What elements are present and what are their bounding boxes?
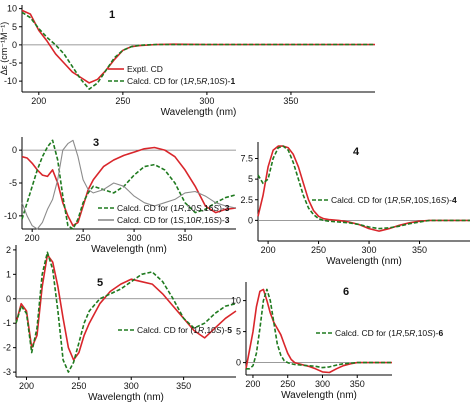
panel-label: 5	[97, 277, 103, 289]
x-tick-label: 250	[71, 381, 86, 391]
y-tick-label: -5	[9, 178, 17, 188]
chart-panel-1: 200 250 300 350 10 5 0 -5 -10 Wavelength (nm) Δε (…	[0, 4, 375, 118]
legend-label: Calcd. CD for (1R,5R,10S,16S)-4	[331, 195, 457, 205]
x-tick-label: 250	[115, 96, 130, 106]
x-tick-label: 350	[283, 96, 298, 106]
legend-label: Calcd. CD for (1R,5R,10S)-1	[127, 76, 236, 86]
x-axis-title: Wavelength (nm)	[281, 390, 357, 401]
y-tick-label: 2.5	[240, 195, 253, 205]
y-tick-label: 5	[12, 22, 17, 32]
x-tick-label: 200	[261, 245, 276, 255]
series-line-2	[257, 145, 470, 230]
series-line-1	[15, 254, 237, 361]
y-tick-label: 0	[248, 215, 253, 225]
panel-label: 1	[109, 9, 115, 21]
x-tick-label: 300	[315, 379, 330, 389]
legend-label: Calcd. CD for (1R,10S,16S)-3	[117, 203, 230, 213]
x-tick-label: 200	[245, 379, 260, 389]
y-tick-label: -3	[3, 367, 11, 377]
x-tick-label: 250	[311, 245, 326, 255]
y-axis-title: Δε (cm⁻¹M⁻¹)	[0, 22, 9, 76]
series-line-2	[15, 251, 237, 373]
legend-label: Calcd. CD for (1R,10S)-5	[137, 325, 232, 335]
legend-label: Calcd. CD for (1R,5R,10S)-6	[335, 328, 444, 338]
series-line-1	[257, 145, 470, 232]
y-tick-label: -2	[3, 343, 11, 353]
y-tick-label: -10	[4, 211, 17, 221]
y-tick-label: 0	[12, 145, 17, 155]
x-tick-label: 300	[199, 96, 214, 106]
x-tick-label: 300	[362, 245, 377, 255]
panel-label: 4	[353, 146, 360, 158]
y-tick-label: 0	[236, 358, 241, 368]
series-line-2	[21, 139, 237, 230]
chart-panel-5: 200 250 300 350 2 1 0 -1 -2 -3 Wavelength (nm) 5 Cal…	[3, 245, 237, 403]
y-tick-label: 10	[231, 296, 241, 306]
x-tick-label: 200	[25, 233, 40, 243]
y-tick-label: 7.5	[240, 154, 253, 164]
x-axis-title: Wavelength (nm)	[91, 244, 167, 255]
legend-label: Calcd. CD for (1S,10R,16S)-3	[117, 215, 230, 225]
y-tick-label: 10	[7, 4, 17, 14]
series-line-1	[21, 146, 237, 227]
y-tick-label: 5	[248, 174, 253, 184]
series-line-2	[246, 288, 392, 370]
series-line-3	[21, 139, 237, 230]
x-tick-label: 200	[19, 381, 34, 391]
panel-label: 6	[343, 286, 349, 298]
y-tick-label: 0	[12, 40, 17, 50]
y-tick-label: -5	[9, 58, 17, 68]
x-tick-label: 350	[176, 381, 191, 391]
chart-panel-4: 200 250 300 350 7.5 5 2.5 0 Wavelength (nm) 4 Calc…	[240, 142, 470, 267]
y-tick-label: 5	[236, 327, 241, 337]
x-tick-label: 350	[178, 233, 193, 243]
x-axis-title: Wavelength (nm)	[326, 256, 402, 267]
y-tick-label: 0	[6, 294, 11, 304]
x-tick-label: 350	[350, 379, 365, 389]
x-axis-title: Wavelength (nm)	[88, 392, 164, 403]
chart-panel-6: 200 250 300 350 10 5 0 Wavelength (nm) 6 Calcd. C…	[231, 282, 444, 401]
y-tick-label: -1	[3, 318, 11, 328]
panel-label: 3	[93, 137, 99, 149]
x-axis-title: Wavelength (nm)	[161, 107, 237, 118]
x-tick-label: 250	[280, 379, 295, 389]
y-tick-label: 1	[6, 269, 11, 279]
x-tick-label: 200	[31, 96, 46, 106]
y-tick-label: -10	[4, 76, 17, 86]
x-tick-label: 250	[76, 233, 91, 243]
x-tick-label: 300	[124, 381, 139, 391]
x-tick-label: 350	[412, 245, 427, 255]
series-line-1	[21, 9, 375, 84]
legend-label: Exptl. CD	[127, 64, 163, 74]
y-tick-label: 2	[6, 245, 11, 255]
chart-panel-3: 200 250 300 350 0 -5 -10 Wavelength (nm) 3 Calcd.…	[4, 137, 237, 255]
x-tick-label: 300	[127, 233, 142, 243]
